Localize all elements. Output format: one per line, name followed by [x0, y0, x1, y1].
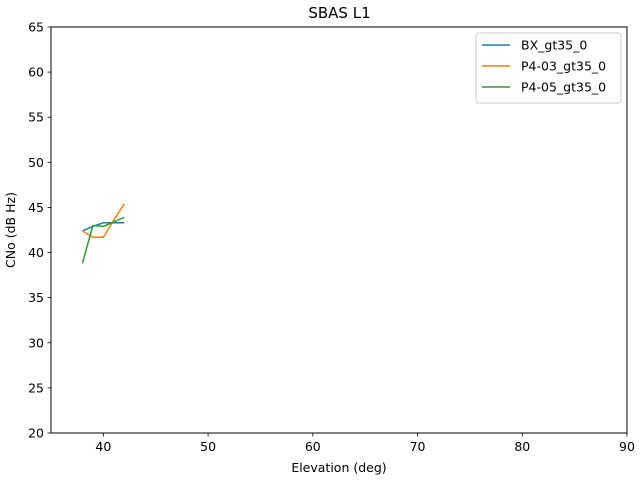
x-tick-label: 40: [95, 439, 111, 454]
y-tick-label: 65: [28, 20, 44, 35]
series-layer: [81, 203, 125, 264]
y-tick-label: 55: [28, 110, 44, 125]
legend: BX_gt35_0 P4-03_gt35_0 P4-05_gt35_0: [475, 32, 622, 104]
x-axis-ticks: 40 50 60 70 80 90: [95, 433, 635, 454]
plot-frame: [50, 26, 628, 434]
x-tick-label: 80: [514, 439, 530, 454]
legend-label: BX_gt35_0: [521, 38, 587, 53]
y-tick-label: 50: [28, 155, 44, 170]
series-line-1: [82, 203, 125, 238]
y-tick-label: 45: [28, 200, 44, 215]
x-tick-label: 70: [410, 439, 426, 454]
y-axis-ticks: 20 25 30 35 40 45 50 55 60 65: [28, 20, 51, 441]
y-tick-label: 25: [28, 380, 44, 395]
legend-label: P4-05_gt35_0: [521, 80, 606, 95]
y-tick-label: 20: [28, 426, 44, 441]
y-axis-label: CNo (dB Hz): [3, 192, 18, 268]
series-line-0: [82, 222, 125, 232]
y-tick-label: 60: [28, 65, 44, 80]
series-line-2: [81, 216, 125, 264]
legend-label: P4-03_gt35_0: [521, 59, 606, 74]
x-axis-label: Elevation (deg): [291, 460, 386, 475]
x-tick-label: 90: [619, 439, 635, 454]
y-tick-label: 35: [28, 290, 44, 305]
y-tick-label: 30: [28, 335, 44, 350]
y-tick-label: 40: [28, 245, 44, 260]
chart-title: SBAS L1: [308, 4, 370, 22]
x-tick-label: 60: [305, 439, 321, 454]
x-tick-label: 50: [200, 439, 216, 454]
legend-box: [475, 32, 622, 104]
